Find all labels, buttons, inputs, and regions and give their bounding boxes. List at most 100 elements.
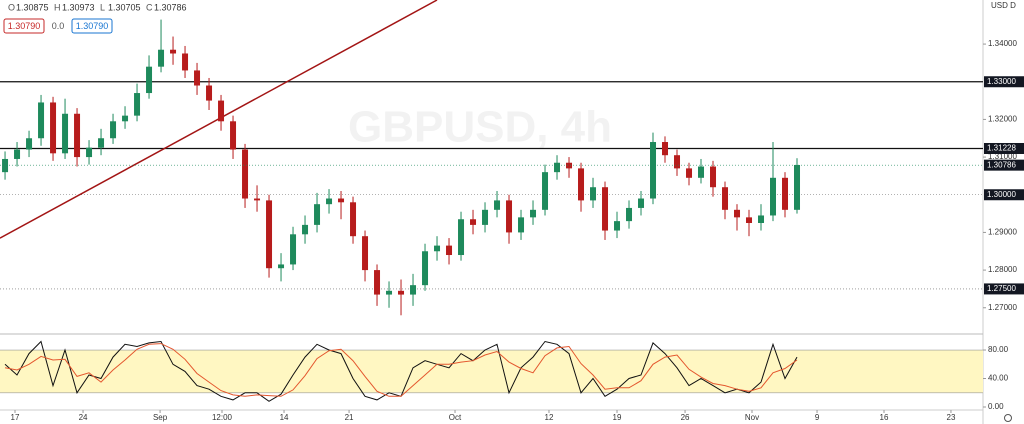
level-label: 1.30000 bbox=[987, 190, 1016, 199]
level-label-box bbox=[984, 283, 1024, 295]
candle-body bbox=[722, 187, 729, 210]
price-button-label[interactable]: 1.30790 bbox=[76, 21, 109, 31]
candle-body bbox=[218, 100, 225, 122]
candle-body bbox=[206, 85, 213, 101]
candle-body bbox=[686, 168, 693, 178]
candle-body bbox=[602, 187, 609, 231]
x-tick-label: 21 bbox=[345, 413, 354, 422]
candle-body bbox=[482, 209, 489, 225]
y-tick-label: 1.28000 bbox=[988, 265, 1017, 274]
candle-body bbox=[86, 147, 93, 158]
level-label: 1.31228 bbox=[987, 144, 1016, 153]
candle-body bbox=[614, 221, 621, 231]
candle-body bbox=[314, 204, 321, 225]
candle-body bbox=[554, 162, 561, 173]
level-label-box bbox=[984, 189, 1024, 201]
last-price-box bbox=[984, 159, 1024, 171]
candle-body bbox=[386, 290, 393, 295]
ohlc-label: O bbox=[8, 2, 15, 12]
y-tick-label: 1.27000 bbox=[988, 303, 1017, 312]
y-tick-label: 1.32000 bbox=[988, 115, 1017, 124]
candle-body bbox=[746, 217, 753, 224]
candle-body bbox=[530, 209, 537, 218]
candle-body bbox=[74, 113, 81, 158]
candle-body bbox=[338, 198, 345, 203]
candle-body bbox=[398, 290, 405, 295]
candle-body bbox=[266, 200, 273, 269]
candle-body bbox=[734, 209, 741, 218]
candle-body bbox=[146, 66, 153, 94]
x-tick-label: 12:00 bbox=[212, 413, 233, 422]
candle-body bbox=[650, 142, 657, 199]
x-tick-label: Sep bbox=[153, 413, 168, 422]
x-tick-label: 16 bbox=[880, 413, 889, 422]
candle-body bbox=[626, 207, 633, 222]
level-label: 1.33000 bbox=[987, 77, 1016, 86]
candle-body bbox=[410, 285, 417, 295]
x-tick-label: Nov bbox=[745, 413, 759, 422]
ohlc-value: 1.30973 bbox=[62, 2, 95, 12]
ohlc-label: L bbox=[100, 2, 105, 12]
candle-body bbox=[182, 53, 189, 71]
candle-body bbox=[230, 121, 237, 150]
y-tick-label: 80.00 bbox=[988, 345, 1009, 354]
x-tick-label: 9 bbox=[815, 413, 820, 422]
candle-body bbox=[542, 172, 549, 210]
candle-body bbox=[62, 113, 69, 154]
candle-body bbox=[2, 158, 9, 173]
candle-body bbox=[374, 270, 381, 295]
candle-body bbox=[134, 93, 141, 116]
level-label-box bbox=[984, 142, 1024, 154]
candle-body bbox=[158, 49, 165, 67]
candle-body bbox=[110, 121, 117, 139]
level-label-box bbox=[984, 76, 1024, 88]
x-tick-label: 23 bbox=[947, 413, 956, 422]
candle-body bbox=[590, 187, 597, 201]
y-tick-label: 1.29000 bbox=[988, 228, 1017, 237]
candle-body bbox=[506, 200, 513, 233]
ohlc-value: 1.30705 bbox=[108, 2, 141, 12]
ohlc-label: C bbox=[146, 2, 153, 12]
candle-body bbox=[254, 198, 261, 201]
price-button bbox=[71, 18, 113, 34]
candle-body bbox=[26, 138, 33, 150]
candle-body bbox=[710, 166, 717, 188]
candle-body bbox=[770, 177, 777, 216]
candle-body bbox=[758, 215, 765, 224]
price-button-label[interactable]: 1.30790 bbox=[8, 21, 41, 31]
x-tick-label: 19 bbox=[613, 413, 622, 422]
x-tick-label: 17 bbox=[11, 413, 20, 422]
candle-body bbox=[362, 236, 369, 271]
candle-body bbox=[170, 49, 177, 54]
ohlc-value: 1.30786 bbox=[154, 2, 187, 12]
settings-icon[interactable] bbox=[1004, 414, 1012, 422]
candle-body bbox=[494, 200, 501, 210]
candle-body bbox=[350, 202, 357, 237]
candle-body bbox=[578, 168, 585, 201]
currency-label: USD D bbox=[991, 1, 1016, 10]
candle-body bbox=[38, 102, 45, 139]
candle-body bbox=[782, 177, 789, 210]
candle-body bbox=[50, 102, 57, 154]
price-button bbox=[3, 18, 45, 34]
candle-body bbox=[434, 245, 441, 252]
x-tick-label: 14 bbox=[280, 413, 289, 422]
x-tick-label: Oct bbox=[449, 413, 462, 422]
candle-body bbox=[566, 162, 573, 169]
candle-body bbox=[98, 138, 105, 148]
candle-body bbox=[122, 115, 129, 122]
x-tick-label: 12 bbox=[545, 413, 554, 422]
candle-body bbox=[638, 198, 645, 208]
candle-body bbox=[470, 219, 477, 225]
ohlc-label: H bbox=[54, 2, 61, 12]
candle-body bbox=[794, 164, 801, 210]
x-tick-label: 26 bbox=[681, 413, 690, 422]
x-tick-label: 24 bbox=[79, 413, 88, 422]
candle-body bbox=[422, 251, 429, 286]
level-label: 1.27500 bbox=[987, 284, 1016, 293]
candle-body bbox=[458, 219, 465, 256]
oscillator-line bbox=[4, 343, 798, 397]
y-tick-label: 40.00 bbox=[988, 374, 1009, 383]
